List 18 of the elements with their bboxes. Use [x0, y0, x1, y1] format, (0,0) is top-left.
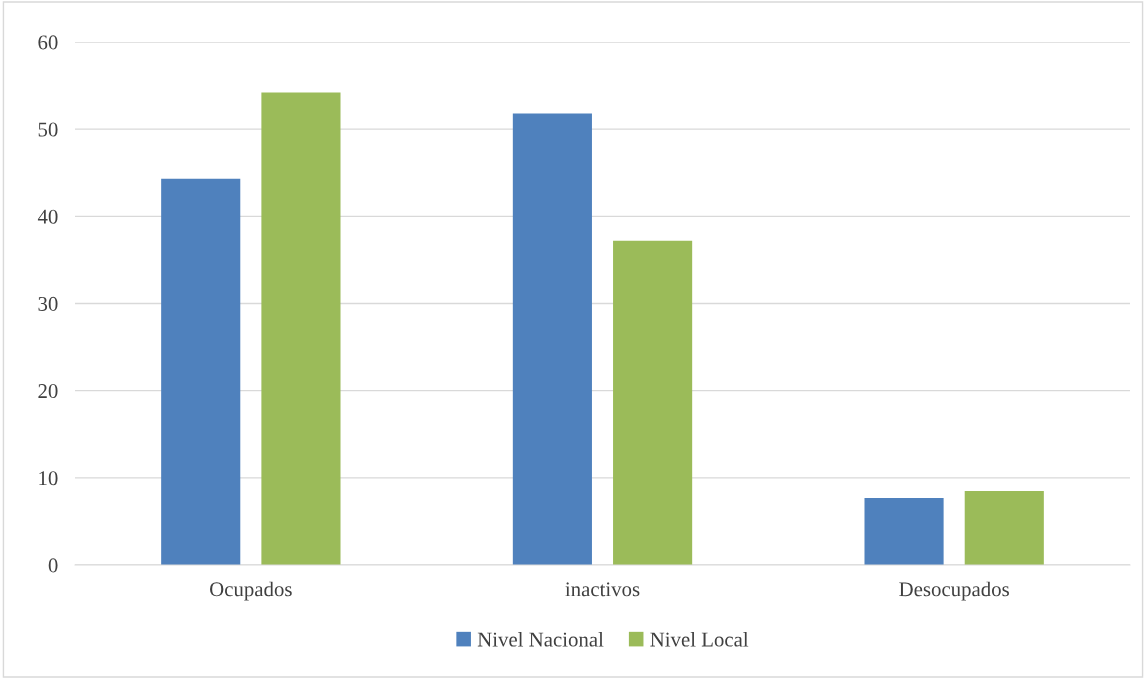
y-tick-label: 40	[37, 209, 58, 224]
bar	[864, 497, 944, 565]
y-tick-label: 60	[38, 35, 58, 50]
x-tick-label: Ocupados	[210, 581, 292, 601]
bar	[512, 113, 592, 565]
bar	[613, 240, 693, 565]
y-tick-label: 30	[38, 296, 58, 311]
legend-label: Nivel Nacional	[477, 631, 604, 647]
bar	[964, 490, 1044, 565]
y-tick-label: 20	[38, 384, 58, 399]
bar	[161, 178, 241, 565]
y-tick-label: 10	[39, 471, 58, 486]
legend-label: Nivel Local	[650, 631, 749, 647]
bar	[261, 92, 341, 565]
x-tick-label: Desocupados	[899, 581, 1009, 601]
y-tick-label: 50	[38, 122, 58, 137]
x-tick-label: inactivos	[565, 582, 640, 597]
y-tick-label: 0	[48, 558, 58, 573]
